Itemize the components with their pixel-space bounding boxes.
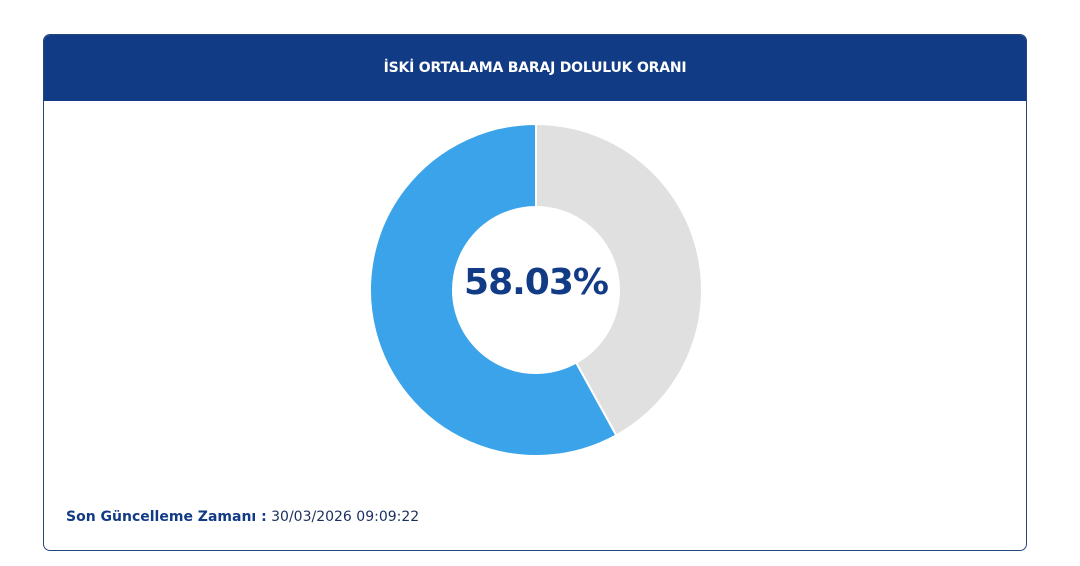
dam-occupancy-card: İSKİ ORTALAMA BARAJ DOLULUK ORANI — [43, 34, 1027, 551]
card-title: İSKİ ORTALAMA BARAJ DOLULUK ORANI — [383, 60, 687, 76]
donut-slice-empty — [535, 122, 703, 437]
card-header: İSKİ ORTALAMA BARAJ DOLULUK ORANI — [44, 35, 1026, 101]
last-update-label: Son Güncelleme Zamanı : — [66, 509, 267, 525]
last-update: Son Güncelleme Zamanı : 30/03/2026 09:09… — [66, 509, 419, 525]
center-percentage: 58.03% — [464, 262, 609, 303]
donut-slice-filled — [369, 122, 618, 457]
last-update-timestamp: 30/03/2026 09:09:22 — [271, 509, 420, 525]
